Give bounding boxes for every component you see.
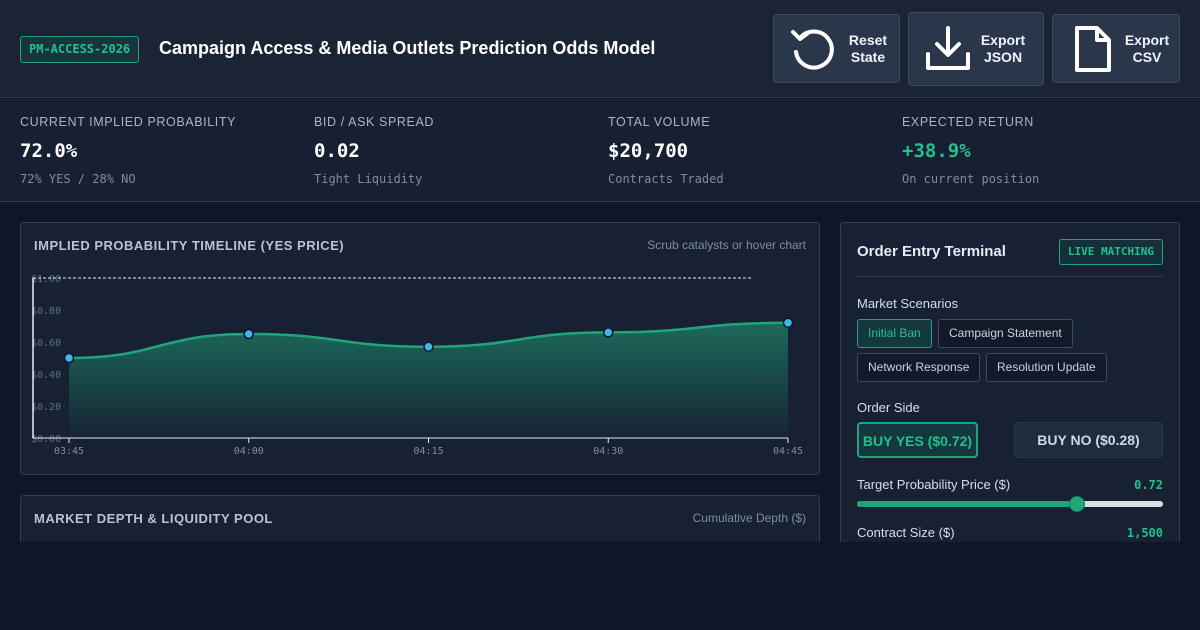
scenario-campaign-statement[interactable]: Campaign Statement bbox=[938, 319, 1073, 348]
y-tick-label: $0.40 bbox=[31, 370, 61, 381]
stat-sub: Contracts Traded bbox=[608, 172, 724, 186]
stats-bar: CURRENT IMPLIED PROBABILITY 72.0% 72% YE… bbox=[0, 99, 1200, 202]
reset-state-label: Reset State bbox=[848, 31, 888, 65]
data-point[interactable] bbox=[63, 352, 75, 364]
stat-label: EXPECTED RETURN bbox=[902, 115, 1034, 129]
page-background bbox=[0, 542, 1200, 630]
y-tick-label: $0.80 bbox=[31, 306, 61, 317]
x-tick-label: 04:15 bbox=[413, 446, 443, 457]
data-point[interactable] bbox=[243, 328, 254, 340]
stat-implied-probability: CURRENT IMPLIED PROBABILITY 72.0% 72% YE… bbox=[20, 115, 236, 186]
probability-timeline-panel: IMPLIED PROBABILITY TIMELINE (YES PRICE)… bbox=[20, 222, 820, 475]
stat-value: $20,700 bbox=[608, 140, 689, 162]
export-csv-button[interactable]: Export CSV bbox=[1052, 14, 1180, 83]
export-json-button[interactable]: Export JSON bbox=[908, 12, 1044, 86]
order-entry-panel: Order Entry Terminal LIVE MATCHING Marke… bbox=[840, 222, 1180, 552]
scenarios-label: Market Scenarios bbox=[857, 296, 959, 311]
x-tick-label: 04:30 bbox=[593, 446, 623, 457]
divider bbox=[857, 276, 1163, 277]
scenario-resolution-update[interactable]: Resolution Update bbox=[986, 353, 1107, 382]
area-fill bbox=[69, 322, 788, 438]
stat-expected-return: EXPECTED RETURN +38.9% On current positi… bbox=[902, 115, 1039, 186]
stat-sub: 72% YES / 28% NO bbox=[20, 172, 136, 186]
reset-icon bbox=[791, 29, 834, 69]
stat-label: TOTAL VOLUME bbox=[608, 115, 711, 129]
file-icon bbox=[1075, 25, 1111, 72]
price-label: Target Probability Price ($) bbox=[857, 477, 1011, 492]
y-tick-label: $0.20 bbox=[31, 402, 61, 413]
data-point[interactable] bbox=[603, 327, 614, 338]
stat-spread: BID / ASK SPREAD 0.02 Tight Liquidity bbox=[314, 115, 434, 186]
stat-label: CURRENT IMPLIED PROBABILITY bbox=[20, 115, 237, 129]
scenario-network-response[interactable]: Network Response bbox=[857, 353, 981, 382]
download-icon bbox=[926, 26, 970, 70]
stat-value: 0.02 bbox=[314, 140, 360, 162]
live-matching-badge: LIVE MATCHING bbox=[1058, 239, 1163, 265]
page-title: Campaign Access & Media Outlets Predicti… bbox=[159, 38, 656, 58]
size-value: 1,500 bbox=[1126, 526, 1163, 540]
stat-value: +38.9% bbox=[902, 140, 971, 162]
buy-no-button[interactable]: BUY NO ($0.28) bbox=[1014, 422, 1163, 458]
stat-volume: TOTAL VOLUME $20,700 Contracts Traded bbox=[608, 115, 724, 186]
buy-yes-button[interactable]: BUY YES ($0.72) bbox=[857, 422, 978, 458]
app-header: PM-ACCESS-2026 Campaign Access & Media O… bbox=[0, 0, 1200, 98]
export-csv-label: Export CSV bbox=[1124, 31, 1170, 65]
stat-value: 72.0% bbox=[20, 140, 78, 162]
price-slider-thumb[interactable] bbox=[1069, 496, 1086, 512]
data-point[interactable] bbox=[782, 317, 794, 329]
x-tick-label: 04:45 bbox=[773, 446, 803, 457]
reset-state-button[interactable]: Reset State bbox=[773, 14, 900, 83]
size-label: Contract Size ($) bbox=[857, 525, 955, 540]
export-json-label: Export JSON bbox=[980, 32, 1026, 65]
timeline-title: IMPLIED PROBABILITY TIMELINE (YES PRICE) bbox=[34, 238, 345, 253]
timeline-hint: Scrub catalysts or hover chart bbox=[647, 238, 806, 252]
order-side-label: Order Side bbox=[857, 400, 920, 415]
probability-chart[interactable]: $0.00 $0.20 $0.40 $0.60 $0.80 $1.00 03:45 04:00… bbox=[21, 263, 819, 475]
scenario-initial-ban[interactable]: Initial Ban bbox=[857, 319, 932, 348]
y-tick-label: $0.60 bbox=[31, 338, 61, 349]
depth-title: MARKET DEPTH & LIQUIDITY POOL bbox=[34, 511, 273, 526]
price-value: 0.72 bbox=[1134, 478, 1163, 492]
y-tick-label: $1.00 bbox=[31, 274, 61, 285]
market-id-badge: PM-ACCESS-2026 bbox=[20, 36, 140, 63]
data-point[interactable] bbox=[423, 341, 434, 353]
x-tick-label: 04:00 bbox=[234, 446, 264, 457]
y-tick-label: $0.00 bbox=[31, 434, 61, 445]
stat-label: BID / ASK SPREAD bbox=[314, 115, 435, 129]
stat-sub: On current position bbox=[902, 172, 1040, 186]
x-tick-label: 03:45 bbox=[54, 446, 84, 457]
order-title: Order Entry Terminal bbox=[857, 243, 1006, 260]
price-slider[interactable] bbox=[857, 496, 1163, 512]
price-slider-fill bbox=[857, 501, 1078, 507]
stat-sub: Tight Liquidity bbox=[314, 172, 423, 186]
depth-hint: Cumulative Depth ($) bbox=[692, 511, 806, 525]
